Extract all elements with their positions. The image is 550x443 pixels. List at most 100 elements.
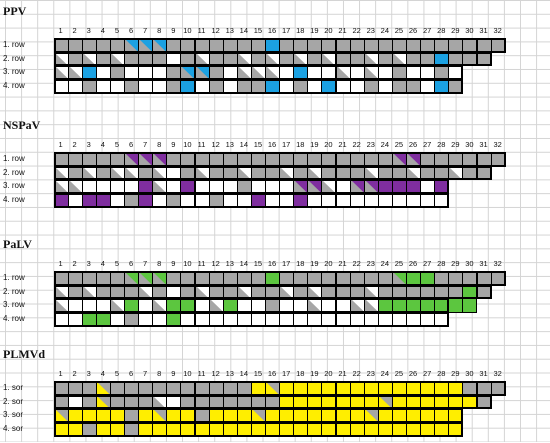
grid-cell: [349, 51, 365, 67]
grid-cell: [391, 381, 407, 396]
grid-cell: [124, 51, 140, 67]
column-header: 12: [211, 26, 220, 35]
cell-triangle: [308, 299, 322, 313]
grid-cell: [194, 179, 210, 195]
grid-cell: [124, 298, 140, 314]
grid-cell: [448, 65, 464, 81]
column-header: 31: [479, 259, 488, 268]
grid-cell: [236, 312, 252, 327]
grid-cell: [95, 284, 111, 300]
grid-cell: [180, 381, 196, 396]
grid-cell: [194, 38, 210, 53]
grid-cell: [124, 152, 140, 167]
column-header: 18: [296, 26, 305, 35]
grid-cell: [67, 312, 83, 327]
grid-cell: [321, 394, 337, 410]
grid-cell: [377, 152, 393, 167]
grid-cell: [321, 51, 337, 67]
grid-cell: [166, 193, 182, 208]
grid-cell: [476, 381, 492, 396]
grid-cell: [363, 271, 379, 286]
grid-cell: [222, 193, 238, 208]
column-header: 6: [128, 369, 134, 378]
grid-cell: [250, 51, 266, 67]
grid-cell: [476, 38, 492, 53]
grid-cell: [152, 38, 168, 53]
grid-cell: [81, 394, 97, 410]
cell-triangle: [96, 382, 110, 395]
grid-cell: [391, 312, 407, 327]
grid-cell: [95, 193, 111, 208]
cell-triangle: [139, 285, 153, 299]
grid-cell: [335, 422, 351, 437]
grid-cell: [124, 422, 140, 437]
grid-cell: [152, 152, 168, 167]
column-header: 28: [437, 259, 446, 268]
column-header: 5: [114, 26, 120, 35]
grid-cell: [53, 312, 69, 327]
grid-cell: [138, 179, 154, 195]
column-header: 13: [225, 369, 234, 378]
column-header: 6: [128, 26, 134, 35]
grid-cell: [194, 165, 210, 181]
cell-triangle: [364, 66, 378, 80]
grid-cell: [349, 65, 365, 81]
grid-cell: [434, 38, 450, 53]
column-header: 20: [324, 140, 333, 149]
grid-cell: [391, 51, 407, 67]
column-header: 13: [225, 259, 234, 268]
column-header: 13: [225, 26, 234, 35]
column-header: 12: [211, 369, 220, 378]
column-header: 10: [183, 369, 192, 378]
column-header: 19: [310, 259, 319, 268]
cell-triangle: [195, 166, 209, 180]
grid-cell: [434, 394, 450, 410]
grid-cell: [95, 179, 111, 195]
grid-cell: [194, 193, 210, 208]
cell-triangle: [125, 272, 139, 285]
column-header: 19: [310, 369, 319, 378]
grid-cell: [321, 298, 337, 314]
grid-cell: [109, 179, 125, 195]
grid-cell: [95, 38, 111, 53]
column-header: 27: [422, 26, 432, 35]
grid-cell: [194, 271, 210, 286]
cell-triangle: [266, 52, 280, 66]
column-header: 9: [171, 369, 176, 378]
column-header: 11: [197, 140, 206, 149]
grid-cell: [81, 298, 97, 314]
grid-cell: [81, 165, 97, 181]
grid-cell: [67, 179, 83, 195]
cell-triangle: [209, 299, 223, 313]
grid-cell: [208, 284, 224, 300]
grid-cell: [124, 284, 140, 300]
grid-cell: [265, 51, 281, 67]
grid-cell: [166, 179, 182, 195]
column-header: 24: [380, 26, 390, 35]
cell-triangle: [407, 153, 421, 166]
grid-cell: [138, 65, 154, 81]
grid-cell: [208, 193, 224, 208]
grid-cell: [208, 152, 224, 167]
grid-cell: [194, 394, 210, 410]
grid-cell: [138, 312, 154, 327]
grid-cell: [307, 38, 323, 53]
cell-triangle: [378, 395, 392, 409]
grid-cell: [406, 165, 422, 181]
grid-cell: [279, 381, 295, 396]
column-header: 7: [143, 259, 148, 268]
cell-triangle: [280, 285, 294, 299]
column-header: 8: [157, 259, 162, 268]
grid-cell: [208, 79, 224, 94]
grid-cell: [349, 408, 365, 424]
grid-cell: [420, 312, 436, 327]
column-header: 3: [86, 140, 91, 149]
grid-cell: [406, 394, 422, 410]
grid-cell: [363, 79, 379, 94]
grid-cell: [462, 165, 478, 181]
grid-cell: [307, 152, 323, 167]
grid-cell: [138, 79, 154, 94]
grid-cell: [138, 422, 154, 437]
grid-cell: [406, 312, 422, 327]
column-header: 14: [239, 259, 249, 268]
